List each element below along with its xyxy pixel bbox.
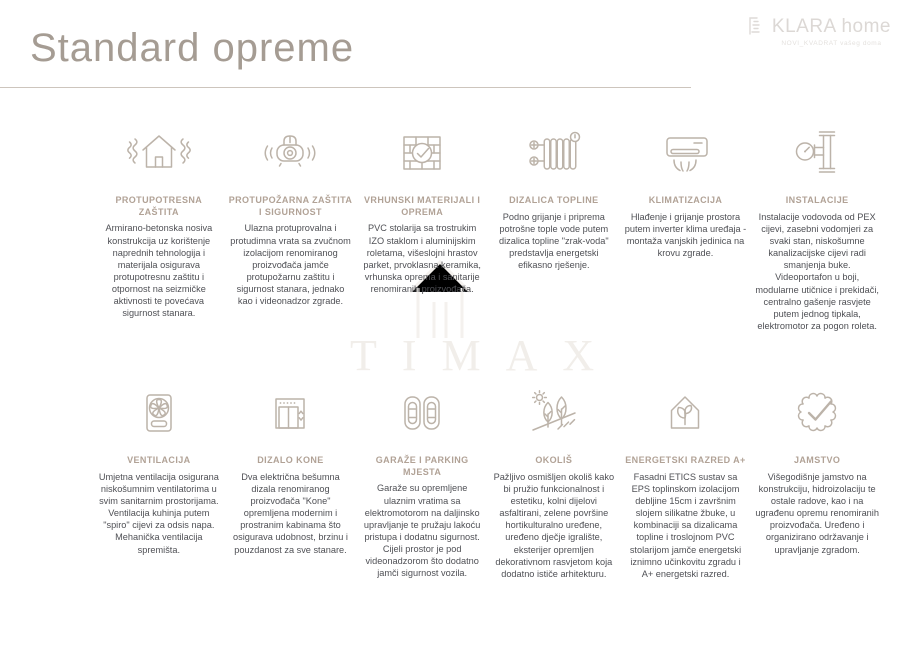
ventilation-fan-icon bbox=[122, 370, 196, 446]
feature-description: Armirano-betonska nosiva konstrukcija uz… bbox=[105, 223, 213, 319]
feature-card: DIZALO KONE Dva električna bešumna dizal… bbox=[229, 370, 353, 580]
company-logo: KLARA home NOVI_KVADRAT vašeg doma bbox=[746, 16, 891, 47]
building-logo-icon bbox=[746, 16, 765, 41]
feature-card: OKOLIŠ Pažljivo osmišljen okoliš kako bi… bbox=[492, 370, 616, 580]
brick-wall-check-icon bbox=[385, 110, 459, 186]
feature-description: Višegodišnje jamstvo na konstrukciju, hi… bbox=[755, 471, 879, 555]
feature-description: PVC stolarija sa trostrukim IZO staklom … bbox=[363, 223, 481, 295]
feature-title: GARAŽE I PARKING MJESTA bbox=[375, 455, 469, 477]
air-conditioner-icon bbox=[648, 110, 722, 186]
features-grid: PROTUPOTRESNA ZAŠTITA Armirano-betonska … bbox=[97, 110, 879, 580]
feature-description: Instalacije vodovoda od PEX cijevi, zase… bbox=[755, 211, 879, 331]
feature-title: PROTUPOTRESNA ZAŠTITA bbox=[115, 195, 203, 217]
landscape-trees-icon bbox=[517, 370, 591, 446]
feature-card: PROTUPOTRESNA ZAŠTITA Armirano-betonska … bbox=[97, 110, 221, 332]
feature-title: VRHUNSKI MATERIJALI I OPREMA bbox=[364, 195, 481, 217]
parking-garage-icon bbox=[385, 370, 459, 446]
smoke-detector-icon bbox=[253, 110, 327, 186]
watermark-text: TIMAX bbox=[350, 331, 620, 380]
feature-card: VRHUNSKI MATERIJALI I OPREMA PVC stolari… bbox=[360, 110, 484, 332]
feature-card: KLIMATIZACIJA Hlađenje i grijanje prosto… bbox=[624, 110, 748, 332]
feature-card: GARAŽE I PARKING MJESTA Garaže su opreml… bbox=[360, 370, 484, 580]
feature-description: Dva električna bešumna dizala renomirano… bbox=[233, 471, 348, 555]
feature-title: OKOLIŠ bbox=[535, 455, 573, 466]
feature-title: DIZALO KONE bbox=[257, 455, 324, 466]
feature-title: KLIMATIZACIJA bbox=[648, 195, 723, 205]
feature-title: DIZALICA TOPLINE bbox=[509, 195, 599, 205]
pipe-gauge-icon bbox=[780, 110, 854, 186]
earthquake-house-icon bbox=[122, 110, 196, 186]
page-title: Standard opreme bbox=[30, 26, 355, 70]
feature-description: Fasadni ETICS sustav sa EPS toplinskom i… bbox=[629, 471, 742, 579]
title-divider bbox=[0, 87, 691, 88]
feature-card: VENTILACIJA Umjetna ventilacija osiguran… bbox=[97, 370, 221, 580]
feature-title: JAMSTVO bbox=[794, 455, 841, 466]
feature-title: ENERGETSKI RAZRED A+ bbox=[625, 455, 746, 466]
elevator-icon bbox=[253, 370, 327, 446]
feature-description: Pažljivo osmišljen okoliš kako bi pružio… bbox=[493, 471, 615, 579]
house-watermark-icon bbox=[398, 250, 482, 347]
feature-description: Garaže su opremljene ulaznim vratima sa … bbox=[363, 483, 481, 579]
feature-title: PROTUPOŽARNA ZAŠTITA I SIGURNOST bbox=[228, 195, 353, 217]
feature-description: Podno grijanje i priprema potrošne tople… bbox=[498, 211, 609, 271]
feature-card: PROTUPOŽARNA ZAŠTITA I SIGURNOST Ulazna … bbox=[229, 110, 353, 332]
logo-tagline: NOVI_KVADRAT vašeg doma bbox=[781, 40, 882, 47]
logo-name: KLARA home bbox=[771, 16, 891, 37]
feature-title: INSTALACIJE bbox=[785, 195, 849, 205]
feature-card: ENERGETSKI RAZRED A+ Fasadni ETICS susta… bbox=[624, 370, 748, 580]
feature-card: JAMSTVO Višegodišnje jamstvo na konstruk… bbox=[755, 370, 879, 580]
feature-card: INSTALACIJE Instalacije vodovoda od PEX … bbox=[755, 110, 879, 332]
feature-card: DIZALICA TOPLINE Podno grijanje i pripre… bbox=[492, 110, 616, 332]
feature-description: Umjetna ventilacija osigurana niskošumni… bbox=[98, 471, 219, 555]
feature-description: Ulazna protuprovalna i protudimna vrata … bbox=[230, 223, 351, 307]
warranty-badge-icon bbox=[780, 370, 854, 446]
feature-description: Hlađenje i grijanje prostora putem inver… bbox=[624, 211, 747, 259]
feature-title: VENTILACIJA bbox=[127, 455, 191, 466]
radiator-heat-pump-icon bbox=[517, 110, 591, 186]
eco-house-icon bbox=[648, 370, 722, 446]
